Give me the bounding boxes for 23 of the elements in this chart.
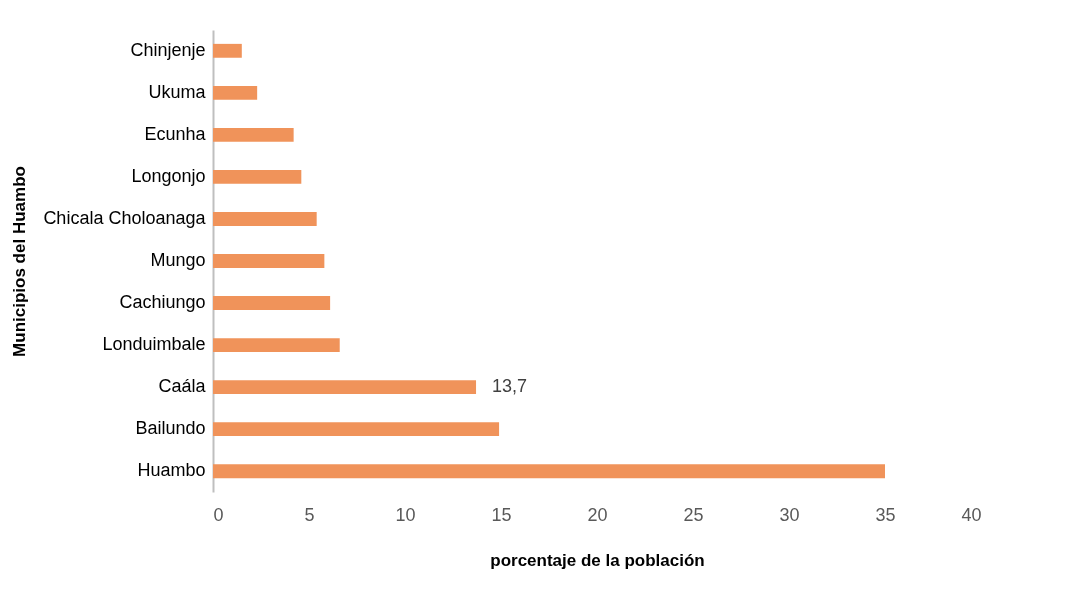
y-tick-label: Chinjenje <box>130 39 206 60</box>
y-tick-label: Chicala Choloanaga <box>43 207 207 228</box>
x-tick-label: 15 <box>491 504 512 525</box>
x-tick-label: 25 <box>683 504 704 525</box>
y-tick-label: Mungo <box>150 250 206 270</box>
x-tick-label: 35 <box>875 504 896 525</box>
x-tick-label: 30 <box>779 504 800 525</box>
y-tick-label: Longonjo <box>131 165 206 186</box>
x-tick-label: 0 <box>213 504 224 525</box>
y-tick-label: Cachiungo <box>119 292 206 313</box>
y-tick-label: Huambo <box>137 460 206 481</box>
y-tick-label: Ecunha <box>144 123 207 144</box>
y-tick-label: Londuimbale <box>102 334 206 355</box>
x-tick-label: 20 <box>587 504 608 525</box>
y-tick-label: Ukuma <box>148 81 207 102</box>
x-tick-label: 10 <box>395 504 416 525</box>
data-label: 13,7 <box>492 376 528 397</box>
y-tick-label: Bailundo <box>135 418 206 439</box>
x-tick-label: 40 <box>961 504 982 525</box>
x-axis-title: porcentaje de la población <box>490 550 705 570</box>
y-axis-title: Municipios del Huambo <box>10 166 30 357</box>
x-tick-label: 5 <box>304 504 315 525</box>
y-tick-label: Caála <box>158 376 207 397</box>
